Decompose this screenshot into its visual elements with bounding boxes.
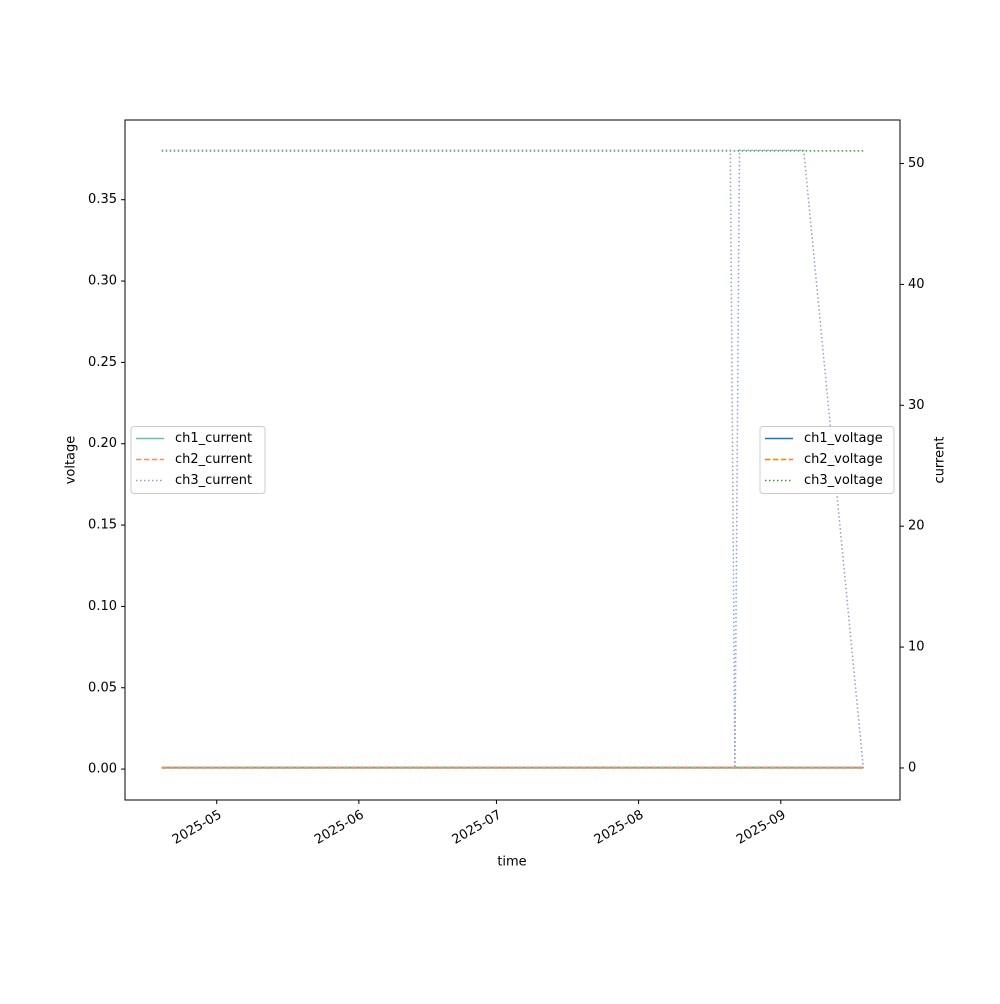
y2-tick-label: 10 [908, 640, 925, 655]
legend-label: ch3_current [175, 473, 252, 488]
y2-tick-label: 0 [908, 760, 916, 775]
x-tick-label: 2025-08 [592, 808, 647, 848]
y-tick-label: 0.00 [88, 762, 117, 777]
y-tick-label: 0.35 [88, 192, 117, 207]
series-line [161, 149, 865, 769]
y-tick-label: 0.25 [88, 355, 117, 370]
x-tick-label: 2025-09 [734, 808, 789, 848]
plot-frame [124, 119, 901, 801]
legend-label: ch2_current [175, 452, 252, 467]
y-tick-label: 0.30 [88, 274, 117, 289]
x-axis-label: time [497, 855, 526, 870]
y2-tick-label: 30 [908, 398, 925, 413]
x-tick-label: 2025-05 [170, 808, 225, 848]
legend-box [759, 426, 895, 494]
legend-label: ch3_voltage [804, 473, 883, 488]
x-tick-label: 2025-07 [450, 808, 505, 848]
y2-tick-label: 20 [908, 519, 925, 534]
y2-axis-label: current [933, 437, 948, 484]
y-tick-label: 0.15 [88, 518, 117, 533]
y2-tick-label: 40 [908, 277, 925, 292]
legend-box [130, 426, 266, 494]
legend-label: ch1_current [175, 431, 252, 446]
y2-tick-label: 50 [908, 156, 925, 171]
y-axis-label: voltage [64, 436, 79, 485]
legend-label: ch1_voltage [804, 431, 883, 446]
legend-label: ch2_voltage [804, 452, 883, 467]
y-tick-label: 0.05 [88, 680, 117, 695]
y-tick-label: 0.10 [88, 599, 117, 614]
y-tick-label: 0.20 [88, 436, 117, 451]
x-tick-label: 2025-06 [312, 808, 367, 848]
